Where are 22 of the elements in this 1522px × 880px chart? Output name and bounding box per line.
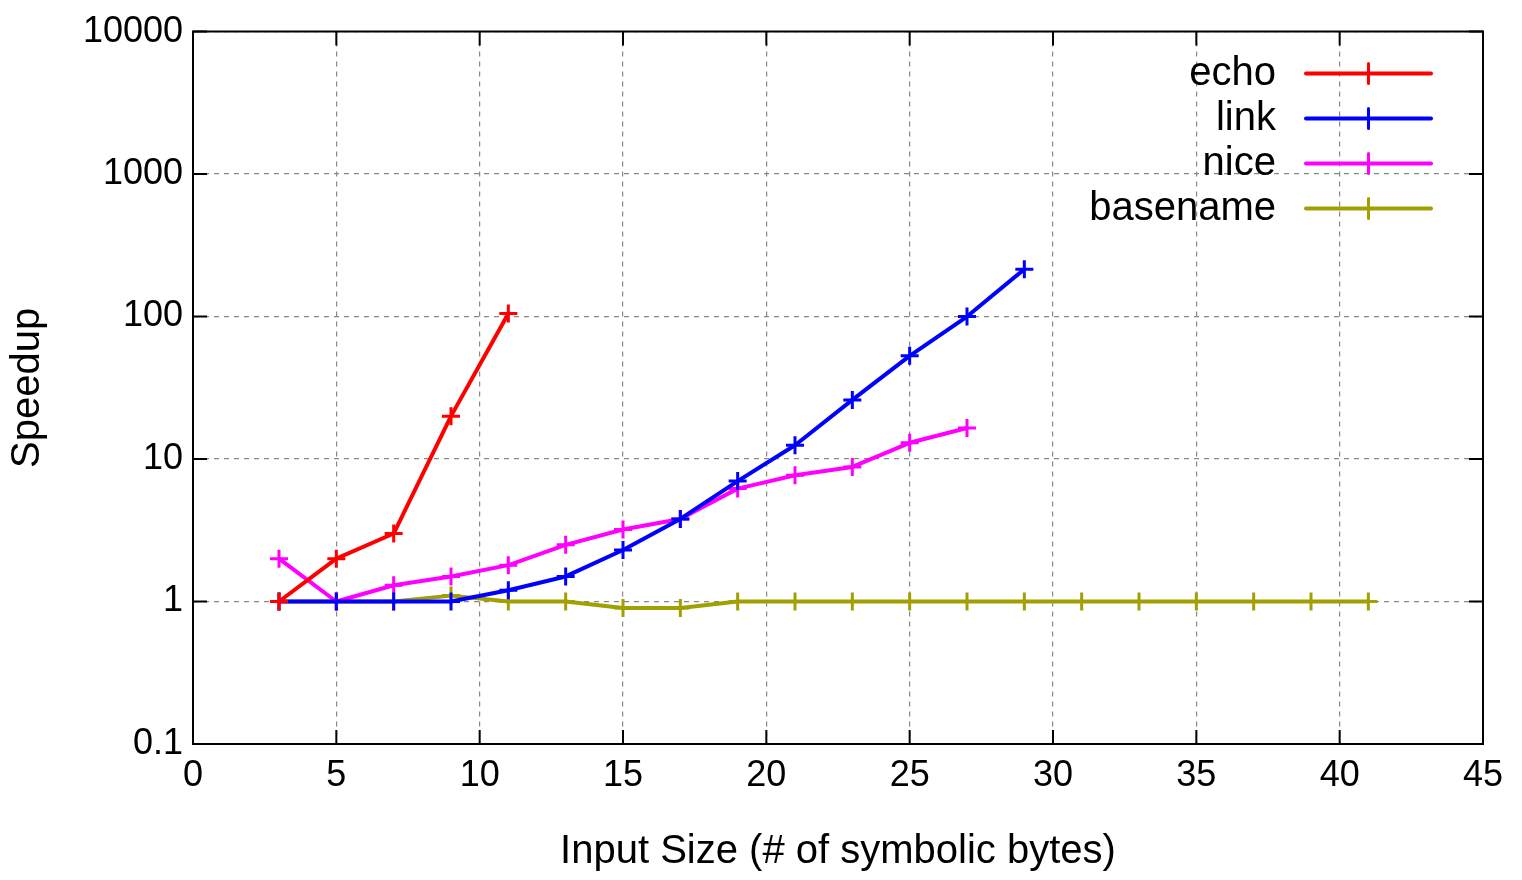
y-tick-label: 1 [162,578,183,620]
y-tick-label: 10000 [82,8,183,50]
legend-label: basename [1089,183,1276,228]
x-tick-label: 45 [1462,752,1504,794]
x-tick-label: 35 [1176,752,1217,794]
x-tick-label: 5 [326,752,347,794]
x-tick-label: 25 [889,752,930,794]
y-tick-label: 10 [142,435,183,477]
x-tick-label: 30 [1032,752,1074,794]
x-tick-label: 15 [602,752,644,794]
legend-label: link [1215,93,1277,138]
x-axis-title: Input Size (# of symbolic bytes) [560,827,1116,872]
y-tick-label: 1000 [102,151,183,192]
legend-label: nice [1202,138,1276,183]
x-tick-label: 10 [459,752,500,794]
y-tick-label: 100 [122,293,183,335]
x-tick-label: 40 [1319,752,1360,794]
x-tick-label: 0 [182,752,204,794]
x-tick-label: 20 [746,752,787,794]
y-axis-title: Speedup [3,307,48,468]
legend-label: echo [1189,48,1276,93]
y-tick-label: 0.1 [132,720,183,762]
